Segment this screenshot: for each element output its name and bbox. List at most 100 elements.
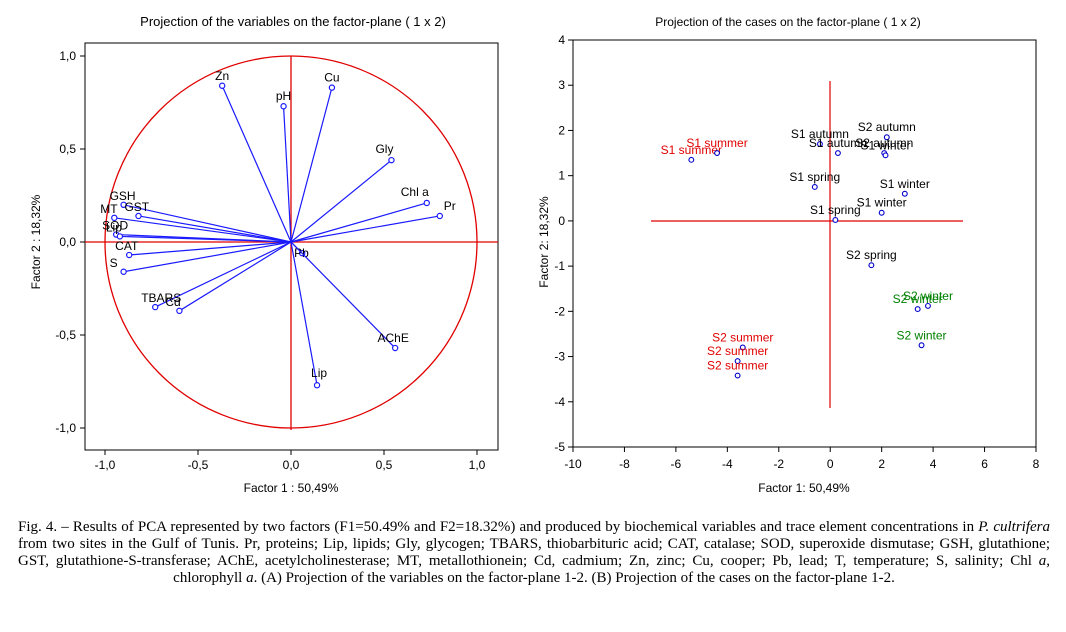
variable-point (391, 344, 399, 352)
caption-text-3: , chlorophyll (173, 553, 1050, 586)
y-tick-label: -0,5 (55, 328, 76, 342)
variable-vector (282, 106, 292, 243)
y-tick-label: -4 (554, 395, 565, 409)
variable-point (176, 307, 183, 315)
caption-chl-a: a (1038, 553, 1047, 569)
variable-point (116, 233, 124, 240)
case-point (832, 217, 839, 223)
chart-a-xlabel: Factor 1 : 50,49% (244, 481, 339, 495)
case-point (734, 358, 741, 365)
chart-b-frame (572, 39, 1037, 448)
case-point (914, 306, 921, 313)
x-tick-label: -0,5 (188, 458, 209, 472)
case-point (882, 152, 889, 159)
case-label: S2 summer (707, 359, 768, 373)
case-label: S2 autumn (858, 120, 916, 134)
case-point (816, 141, 823, 147)
variable-label: Cd (165, 295, 180, 309)
case-point (878, 209, 885, 216)
case-label: S1 autumn (791, 127, 849, 141)
variable-vector (221, 85, 292, 243)
y-tick-label: 0,0 (59, 235, 76, 249)
variable-point (423, 199, 430, 207)
x-tick-label: 6 (981, 457, 988, 471)
y-tick-label: 4 (558, 33, 565, 47)
caption-text-1: Fig. 4. – Results of PCA represented by … (18, 519, 979, 535)
variable-label: Lip (106, 220, 122, 234)
case-label: S2 summer (712, 331, 773, 345)
variable-vector (138, 215, 292, 243)
x-tick-label: -8 (619, 457, 630, 471)
variable-label: Gly (375, 142, 393, 156)
variable-vector (129, 241, 292, 256)
variable-vector (154, 241, 292, 308)
case-point (883, 134, 890, 141)
x-tick-label: 0 (827, 457, 834, 471)
case-point (739, 344, 746, 351)
variable-point (328, 84, 336, 91)
y-tick-label: -2 (554, 304, 565, 318)
variable-label: TBARS (141, 291, 181, 305)
case-label: S2 winter (893, 292, 943, 306)
variable-point (120, 268, 127, 275)
figure-caption: Fig. 4. – Results of PCA represented by … (18, 519, 1050, 587)
y-tick-label: -1 (554, 259, 565, 273)
y-tick-label: 0,5 (59, 142, 76, 156)
case-label: S1 summer (686, 136, 747, 150)
y-tick-label: -1,0 (55, 421, 76, 435)
variable-vector (290, 241, 396, 349)
variable-vector (123, 241, 292, 273)
case-point (714, 150, 720, 157)
variable-label: S (110, 256, 118, 270)
caption-species: P. cultrifera (978, 519, 1050, 535)
y-tick-label: 2 (558, 123, 565, 137)
case-point (918, 342, 925, 349)
case-label: S2 winter (903, 289, 953, 303)
variable-vector (179, 241, 292, 312)
x-tick-label: 0,0 (283, 458, 300, 472)
y-tick-label: -3 (554, 350, 565, 364)
case-point (834, 150, 841, 157)
variable-label: Pr (444, 199, 456, 213)
case-label: S2 autumn (855, 136, 913, 150)
variable-point (388, 156, 395, 164)
case-label: S1 spring (789, 170, 840, 184)
case-point (811, 184, 818, 190)
chart-b-xlabel: Factor 1: 50,49% (758, 481, 850, 495)
case-point (925, 302, 931, 309)
variable-point (218, 82, 226, 89)
variable-vector (290, 215, 440, 243)
caption-text-2: from two sites in the Gulf of Tunis. Pr,… (18, 536, 1050, 569)
case-label: S1 spring (810, 203, 861, 217)
caption-chl-a-2: a (246, 570, 254, 586)
case-label: S1 autumn (809, 136, 867, 150)
x-tick-label: -4 (722, 457, 733, 471)
x-tick-label: -1,0 (95, 458, 116, 472)
y-tick-label: 0 (558, 214, 565, 228)
variable-point (152, 303, 159, 311)
chart-a-ylabel: Factor 2 : 18,32% (29, 194, 43, 289)
chart-a-title: Projection of the variables on the facto… (140, 14, 446, 29)
x-tick-label: -6 (671, 457, 682, 471)
variable-point (120, 201, 127, 208)
variable-point (111, 214, 118, 222)
variable-vector (290, 202, 427, 243)
case-label: S1 summer (661, 143, 722, 157)
case-label: S2 spring (846, 248, 897, 262)
variable-label: Zn (215, 69, 229, 83)
variable-label: Cu (324, 71, 339, 85)
variable-label: AChE (377, 331, 408, 345)
x-tick-label: 0,5 (376, 458, 393, 472)
x-tick-label: 8 (1033, 457, 1040, 471)
variable-label: pH (276, 89, 291, 103)
y-tick-label: 1,0 (59, 49, 76, 63)
variable-vector (290, 87, 333, 243)
variable-label: GSH (110, 189, 136, 203)
case-point (688, 156, 695, 163)
variable-vector (119, 235, 292, 243)
case-label: S1 winter (861, 138, 911, 152)
caption-text-4: . (A) Projection of the variables on the… (253, 570, 895, 586)
variable-label: CAT (115, 239, 139, 253)
y-tick-label: 3 (558, 78, 565, 92)
case-label: S1 winter (880, 177, 930, 191)
